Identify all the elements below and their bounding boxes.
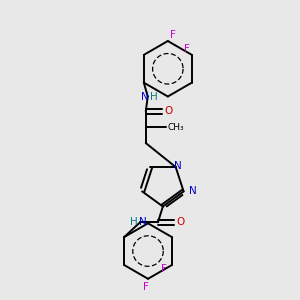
Text: F: F	[170, 30, 176, 40]
Text: O: O	[177, 217, 185, 227]
Text: CH₃: CH₃	[167, 123, 184, 132]
Text: F: F	[143, 282, 149, 292]
Text: N: N	[189, 186, 196, 197]
Text: O: O	[164, 106, 173, 116]
Text: H: H	[130, 217, 138, 227]
Text: N: N	[141, 92, 149, 101]
Text: F: F	[184, 44, 190, 54]
Text: N: N	[139, 217, 147, 227]
Text: F: F	[161, 264, 167, 274]
Text: N: N	[174, 161, 182, 171]
Text: H: H	[150, 92, 158, 101]
